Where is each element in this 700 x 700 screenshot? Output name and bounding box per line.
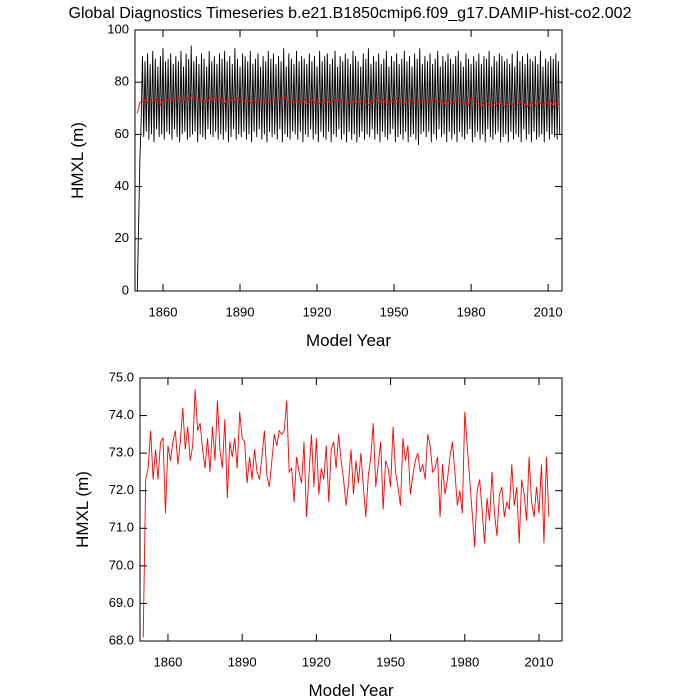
y-tick-label: 20 [115,230,129,245]
y-tick-label: 69.0 [109,595,134,610]
x-axis-title: Model Year [306,331,391,350]
chart-title: Global Diagnostics Timeseries b.e21.B185… [69,5,632,22]
y-tick-label: 74.0 [109,407,134,422]
y-tick-label: 71.0 [109,520,134,535]
x-tick-label: 1860 [153,654,182,669]
x-tick-label: 1950 [380,304,409,319]
y-tick-label: 72.0 [109,482,134,497]
x-tick-label: 1890 [226,304,255,319]
series-line [142,389,550,638]
x-tick-label: 1890 [228,654,257,669]
x-tick-label: 1950 [376,654,405,669]
x-tick-label: 1860 [149,304,178,319]
x-tick-label: 2010 [534,304,563,319]
x-tick-label: 1980 [457,304,486,319]
plot-frame [139,377,563,642]
y-tick-label: 40 [115,178,129,193]
y-tick-label: 70.0 [109,557,134,572]
x-axis-title: Model Year [308,681,393,700]
y-tick-label: 75.0 [109,369,134,384]
x-tick-label: 1980 [450,654,479,669]
y-axis-title: HMXL (m) [73,471,92,548]
x-tick-label: 1920 [302,654,331,669]
x-tick-label: 2010 [525,654,554,669]
plot-frame [134,29,563,292]
series-line [136,45,561,291]
x-tick-label: 1920 [303,304,332,319]
y-tick-label: 100 [107,21,129,36]
y-tick-label: 80 [115,74,129,89]
y-axis-title: HMXL (m) [68,122,87,199]
y-tick-label: 60 [115,126,129,141]
y-tick-label: 73.0 [109,445,134,460]
y-tick-label: 0 [122,282,129,297]
y-tick-label: 68.0 [109,632,134,647]
series-line [136,95,559,114]
